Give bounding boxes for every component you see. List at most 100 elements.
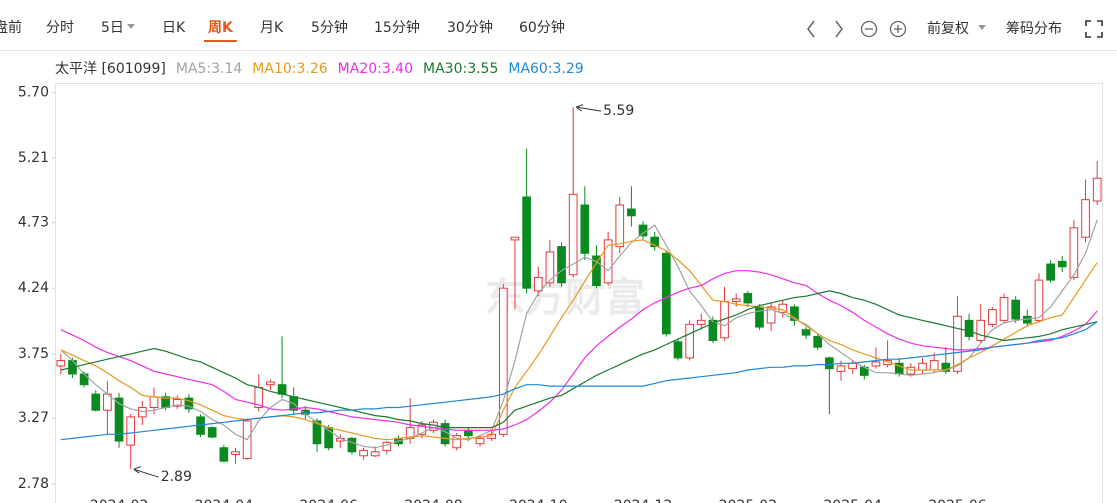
candle-body bbox=[999, 297, 1009, 321]
ma-line bbox=[60, 239, 1098, 441]
tab[interactable]: 5日 bbox=[101, 20, 124, 36]
extreme-label: 2.89 bbox=[161, 469, 192, 485]
legend-entry: MA20:3.40 bbox=[338, 61, 413, 77]
plot-frame bbox=[55, 83, 1103, 503]
candle-body bbox=[941, 362, 951, 372]
dropdown-icon[interactable] bbox=[127, 24, 135, 29]
zoom-in-icon[interactable] bbox=[889, 20, 907, 38]
candle-body bbox=[1011, 299, 1021, 320]
candle-body bbox=[976, 319, 986, 341]
candle-body bbox=[312, 420, 322, 445]
candle-body bbox=[370, 451, 380, 457]
candle-body bbox=[79, 373, 89, 386]
candle-body bbox=[522, 196, 531, 289]
candle-body bbox=[592, 255, 601, 286]
tab[interactable]: 月K bbox=[260, 20, 284, 36]
candle-body bbox=[766, 306, 776, 324]
toolbar-option[interactable]: 筹码分布 bbox=[1006, 20, 1062, 37]
candle-body bbox=[708, 319, 718, 341]
x-tick-label: 2024-10 bbox=[509, 498, 568, 503]
candle-body bbox=[475, 437, 485, 445]
candle-body bbox=[137, 407, 147, 418]
ma-line bbox=[60, 321, 1098, 441]
tab[interactable]: 30分钟 bbox=[447, 19, 493, 36]
legend-entry: MA5:3.14 bbox=[176, 61, 243, 77]
tab[interactable]: 周K bbox=[208, 20, 234, 36]
candle-body bbox=[988, 309, 997, 325]
candle-body bbox=[848, 362, 857, 370]
y-tick-label: 4.24 bbox=[18, 280, 49, 296]
candle-body bbox=[813, 335, 823, 348]
tab[interactable]: 盘前 bbox=[0, 19, 22, 36]
x-tick-label: 2025-04 bbox=[823, 498, 882, 503]
candle-body bbox=[929, 360, 939, 371]
candle-body bbox=[743, 293, 753, 304]
candle-body bbox=[790, 306, 799, 321]
candle-body bbox=[778, 303, 788, 313]
extreme-label: 5.59 bbox=[603, 103, 634, 119]
y-tick-label: 3.27 bbox=[18, 410, 49, 426]
candle-body bbox=[1046, 263, 1055, 281]
candle-body bbox=[685, 323, 694, 359]
candle-body bbox=[918, 362, 927, 371]
candle-body bbox=[452, 435, 462, 449]
candle-body bbox=[755, 306, 764, 328]
candle-body bbox=[56, 360, 66, 367]
candle-body bbox=[91, 393, 101, 411]
candle-body bbox=[207, 427, 217, 438]
candle-body bbox=[836, 365, 846, 372]
x-tick-label: 2025-06 bbox=[928, 498, 987, 503]
tab[interactable]: 日K bbox=[162, 20, 186, 36]
y-tick-label: 4.73 bbox=[18, 214, 49, 230]
tab[interactable]: 15分钟 bbox=[374, 19, 420, 36]
candle-body bbox=[219, 447, 229, 462]
candle-body bbox=[603, 239, 613, 284]
candle-body bbox=[277, 384, 287, 395]
candle-body bbox=[149, 396, 159, 409]
extreme-arrow bbox=[575, 104, 602, 112]
next-icon[interactable] bbox=[835, 20, 843, 38]
y-tick-label: 5.21 bbox=[18, 150, 49, 166]
legend-entry: MA30:3.55 bbox=[423, 61, 498, 77]
tab[interactable]: 5分钟 bbox=[311, 19, 348, 36]
candle-body bbox=[545, 251, 555, 284]
x-tick-label: 2025-02 bbox=[719, 498, 778, 503]
zoom-out-icon[interactable] bbox=[860, 20, 878, 38]
x-tick-label: 2024-04 bbox=[195, 498, 254, 503]
ma-line bbox=[60, 290, 1098, 429]
candle-body bbox=[184, 397, 194, 410]
candle-body bbox=[568, 193, 578, 276]
candle-body bbox=[498, 287, 508, 435]
legend-entry: MA60:3.29 bbox=[508, 61, 583, 77]
candle-body bbox=[510, 236, 520, 241]
candle-body bbox=[638, 224, 648, 237]
dropdown-icon[interactable] bbox=[978, 25, 986, 30]
candle-body bbox=[1092, 177, 1102, 202]
candle-body bbox=[464, 429, 473, 437]
candle-body bbox=[1069, 227, 1079, 278]
x-tick-label: 2024-08 bbox=[404, 498, 463, 503]
candle-body bbox=[1034, 279, 1044, 321]
x-tick-label: 2024-12 bbox=[614, 498, 673, 503]
candle-body bbox=[557, 246, 566, 284]
y-tick-label: 5.70 bbox=[18, 84, 49, 100]
candle-body bbox=[359, 449, 368, 457]
prev-icon[interactable] bbox=[807, 20, 815, 38]
candle-body bbox=[661, 252, 671, 335]
extreme-arrow bbox=[133, 466, 159, 478]
toolbar-option[interactable]: 前复权 bbox=[927, 20, 969, 37]
candle-body bbox=[347, 437, 357, 453]
fullscreen-icon[interactable] bbox=[1085, 20, 1103, 38]
candle-body bbox=[964, 319, 974, 337]
tab[interactable]: 分时 bbox=[46, 20, 74, 36]
candle-body bbox=[906, 366, 916, 375]
ma-line bbox=[60, 219, 1098, 449]
candle-body bbox=[696, 319, 706, 325]
candle-body bbox=[126, 416, 136, 446]
candle-body bbox=[731, 298, 741, 303]
tab[interactable]: 60分钟 bbox=[519, 19, 565, 36]
candle-body bbox=[825, 357, 834, 370]
candle-body bbox=[172, 398, 182, 407]
